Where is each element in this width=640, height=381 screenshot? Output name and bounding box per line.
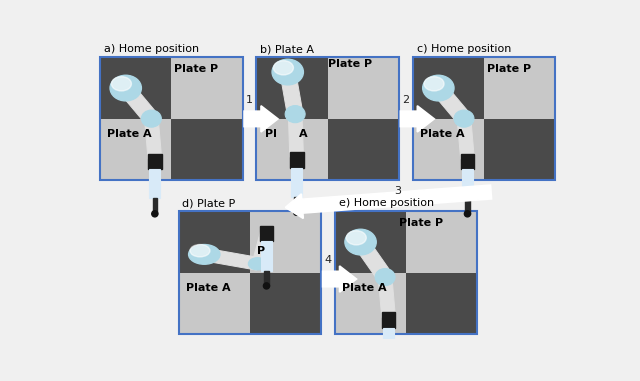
Polygon shape xyxy=(433,83,470,124)
Polygon shape xyxy=(280,71,303,115)
Polygon shape xyxy=(323,266,356,292)
Bar xyxy=(406,273,477,335)
Bar xyxy=(335,273,406,335)
Text: Pl: Pl xyxy=(265,130,277,139)
Bar xyxy=(179,211,321,335)
Bar xyxy=(484,57,555,119)
Circle shape xyxy=(264,283,269,289)
Bar xyxy=(261,241,272,271)
Text: Plate P: Plate P xyxy=(328,59,372,69)
Bar xyxy=(381,312,396,328)
Bar xyxy=(100,57,172,119)
Ellipse shape xyxy=(285,106,305,123)
Bar xyxy=(328,57,399,119)
Ellipse shape xyxy=(189,245,220,264)
Text: e) Home position: e) Home position xyxy=(339,198,434,208)
Bar xyxy=(462,169,473,199)
Text: Plate P: Plate P xyxy=(487,64,531,74)
Bar xyxy=(148,154,162,169)
Circle shape xyxy=(465,211,470,217)
Bar xyxy=(383,328,394,357)
Polygon shape xyxy=(203,248,259,270)
Text: a) Home position: a) Home position xyxy=(104,44,199,54)
Bar xyxy=(335,211,477,335)
Polygon shape xyxy=(252,229,272,265)
Bar xyxy=(250,273,321,335)
Bar xyxy=(179,273,250,335)
Text: c) Home position: c) Home position xyxy=(417,44,511,54)
Circle shape xyxy=(294,209,300,215)
Text: Plate P: Plate P xyxy=(174,64,218,74)
Ellipse shape xyxy=(110,75,141,101)
Polygon shape xyxy=(401,106,435,132)
Bar xyxy=(152,199,157,214)
Bar xyxy=(100,57,243,181)
Text: b) Plate A: b) Plate A xyxy=(260,44,314,54)
Polygon shape xyxy=(244,106,278,132)
Ellipse shape xyxy=(345,229,376,255)
Ellipse shape xyxy=(248,258,267,270)
Bar xyxy=(264,271,269,286)
Bar xyxy=(461,154,474,169)
Text: Plate A: Plate A xyxy=(342,283,387,293)
Bar xyxy=(150,169,160,199)
Polygon shape xyxy=(457,118,474,159)
Polygon shape xyxy=(378,277,396,317)
Bar xyxy=(100,119,172,181)
Ellipse shape xyxy=(272,59,303,85)
Polygon shape xyxy=(285,185,492,218)
Ellipse shape xyxy=(424,77,444,91)
Bar xyxy=(484,119,555,181)
Bar xyxy=(172,57,243,119)
Bar xyxy=(413,57,484,119)
Text: 2: 2 xyxy=(402,95,409,105)
Bar xyxy=(257,57,399,181)
Text: 4: 4 xyxy=(324,255,332,265)
Circle shape xyxy=(152,211,158,217)
Bar xyxy=(413,57,555,181)
Text: Plate A: Plate A xyxy=(420,130,465,139)
Bar xyxy=(172,119,243,181)
Ellipse shape xyxy=(273,61,293,75)
Bar xyxy=(335,211,406,273)
Ellipse shape xyxy=(454,110,474,127)
Text: A: A xyxy=(299,130,308,139)
Polygon shape xyxy=(288,114,303,157)
Bar xyxy=(179,211,250,273)
Text: P: P xyxy=(257,247,265,256)
Polygon shape xyxy=(120,83,157,124)
Polygon shape xyxy=(145,118,162,159)
Circle shape xyxy=(385,369,392,375)
Text: Plate P: Plate P xyxy=(399,218,443,228)
Bar xyxy=(250,211,321,273)
Ellipse shape xyxy=(190,245,210,257)
Polygon shape xyxy=(354,238,392,282)
Text: 1: 1 xyxy=(246,95,253,105)
Text: Plate A: Plate A xyxy=(108,130,152,139)
Ellipse shape xyxy=(422,75,454,101)
Text: d) Plate P: d) Plate P xyxy=(182,198,236,208)
Text: 3: 3 xyxy=(394,186,401,195)
Bar xyxy=(290,152,303,168)
Bar xyxy=(257,57,328,119)
Bar xyxy=(257,119,328,181)
Bar xyxy=(260,226,273,241)
Bar xyxy=(406,211,477,273)
Ellipse shape xyxy=(111,77,131,91)
Ellipse shape xyxy=(346,231,366,245)
Bar xyxy=(387,357,391,372)
Text: Plate A: Plate A xyxy=(186,283,230,293)
Bar xyxy=(328,119,399,181)
Ellipse shape xyxy=(375,269,395,286)
Bar xyxy=(465,199,470,214)
Bar xyxy=(413,119,484,181)
Bar xyxy=(291,168,302,197)
Bar xyxy=(294,197,299,212)
Ellipse shape xyxy=(141,110,161,127)
